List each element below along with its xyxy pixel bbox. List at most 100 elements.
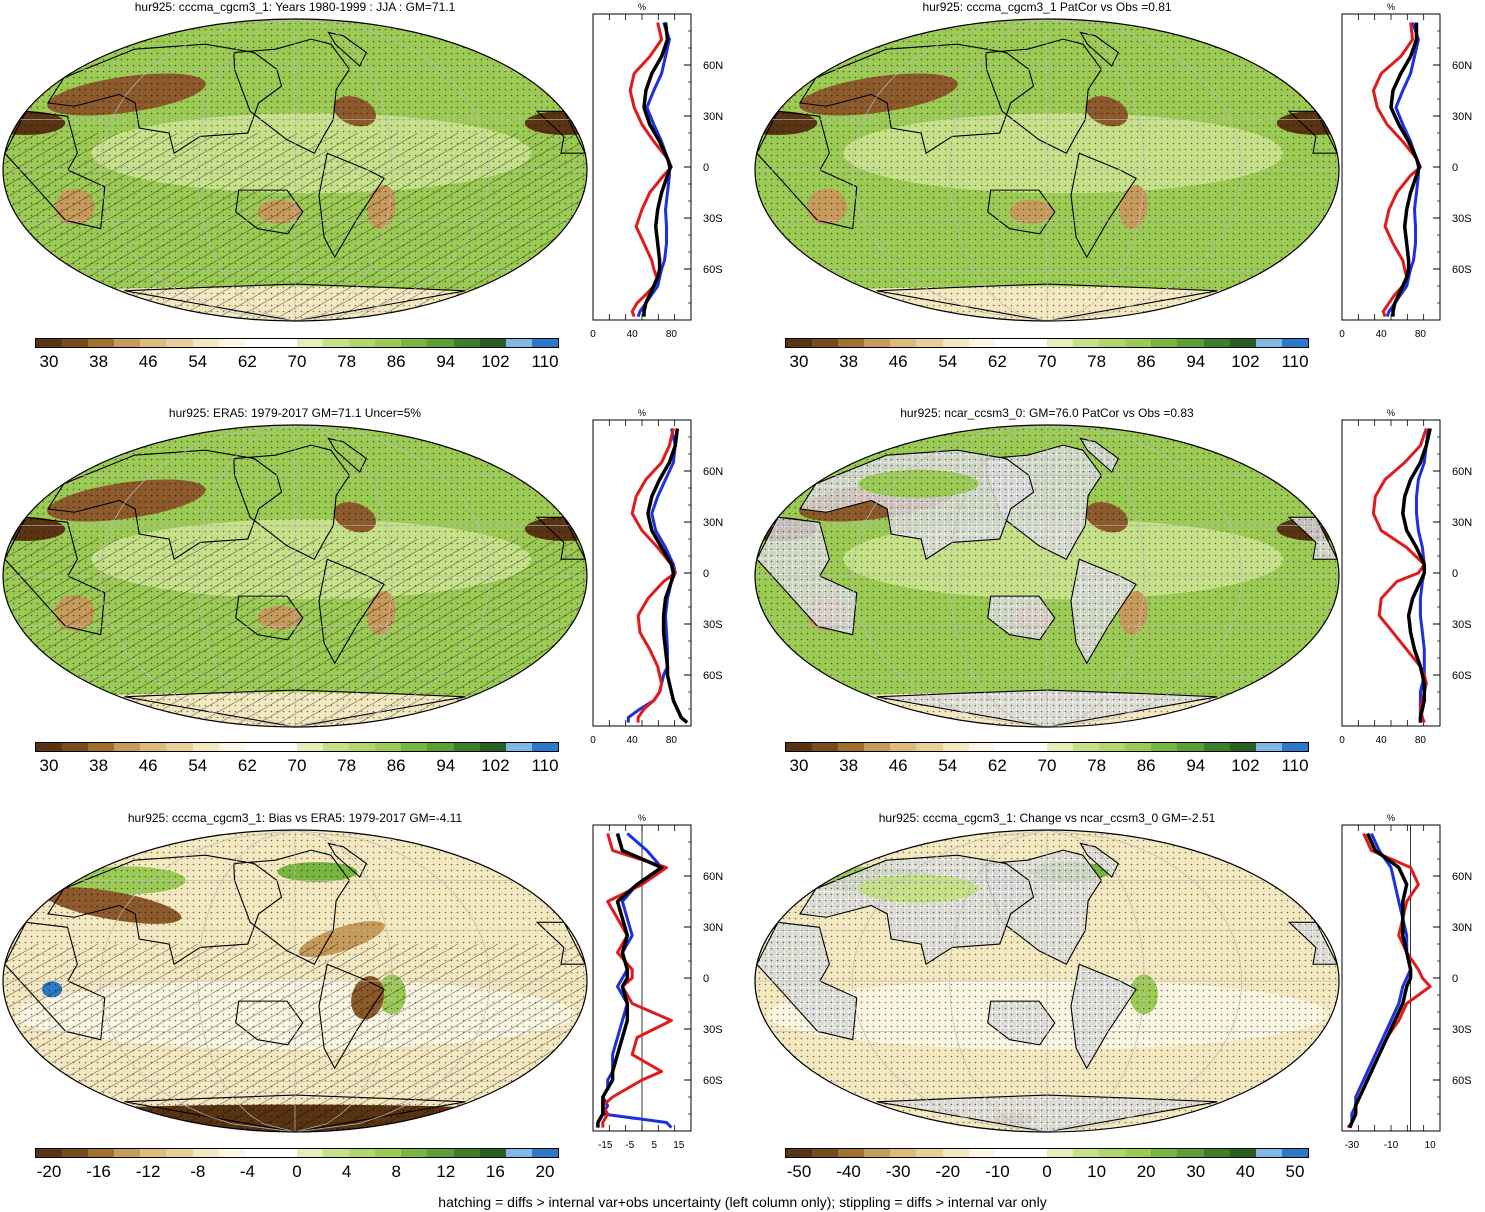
profile-latitude-tick-label: 60S — [1452, 670, 1472, 682]
colorbar-swatch — [401, 1149, 428, 1157]
profile-x-tick-label: 80 — [666, 735, 678, 746]
colorbar-swatch — [1281, 743, 1308, 751]
colorbar-swatch — [218, 339, 245, 347]
colorbar — [35, 338, 559, 348]
colorbar-tick-label: 62 — [987, 352, 1007, 371]
colorbar-swatch — [244, 743, 271, 751]
colorbar-swatch — [166, 743, 193, 751]
profile-x-tick-label: 40 — [627, 735, 639, 746]
colorbar-swatch — [1255, 1149, 1282, 1157]
colorbar-swatch — [1151, 743, 1178, 751]
colorbar-swatch — [864, 1149, 891, 1157]
profile-latitude-tick-label: 0 — [1452, 973, 1458, 985]
profile-unit-label: % — [1387, 2, 1395, 12]
colorbar-swatch — [218, 1149, 245, 1157]
colorbar-swatch — [1020, 339, 1047, 347]
profile-latitude-tick-label: 60N — [1452, 60, 1472, 72]
colorbar-swatch — [1046, 743, 1074, 751]
colorbar-swatch — [994, 743, 1021, 751]
colorbar-tick-label: 40 — [1235, 1162, 1255, 1181]
colorbar-swatch — [968, 1149, 995, 1157]
colorbar-tick-label: -8 — [190, 1162, 206, 1181]
zonal-mean-profile: % 60N 30N 0 30S 60S 0 40 80 — [590, 2, 723, 340]
colorbar-swatch — [88, 1149, 115, 1157]
colorbar-tick-label: 30 — [789, 352, 809, 371]
colorbar-swatch — [140, 1149, 167, 1157]
colorbar — [785, 742, 1309, 752]
colorbar-tick-label: 46 — [888, 756, 908, 775]
colorbar-swatch — [786, 743, 813, 751]
graticule-meridian — [197, 19, 296, 321]
profile-x-tick-label: 40 — [1376, 735, 1388, 746]
colorbar-swatch — [479, 743, 506, 751]
profile-latitude-tick-label: 30S — [703, 213, 723, 225]
colorbar-tick-label: 70 — [287, 756, 307, 775]
map-border — [754, 829, 1340, 1133]
profile-unit-label: % — [638, 813, 646, 823]
profile-latitude-tick-label: 60S — [1452, 1075, 1472, 1087]
profile-x-tick-label: 0 — [590, 735, 596, 746]
graticule-meridian — [949, 19, 1048, 321]
profile-x-tick-label: 80 — [1415, 735, 1427, 746]
colorbar-swatch — [192, 339, 219, 347]
colorbar-swatch — [786, 339, 813, 347]
colorbar-tick-label: -30 — [885, 1162, 911, 1181]
profile-latitude-tick-label: 60S — [703, 264, 723, 276]
colorbar-swatch — [36, 743, 63, 751]
graticule-meridian — [294, 425, 491, 727]
colorbar-swatch — [1073, 743, 1100, 751]
profile-unit-label: % — [638, 408, 646, 418]
colorbar-tick-label: 102 — [1231, 756, 1260, 775]
colorbar-swatch — [942, 743, 969, 751]
colorbar-tick-label: 86 — [1136, 352, 1156, 371]
colorbar-swatch — [140, 339, 167, 347]
colorbar-tick-label: 78 — [1087, 352, 1107, 371]
colorbar-tick-label: 94 — [1186, 756, 1206, 775]
colorbar-swatch — [505, 1149, 532, 1157]
colorbar-tick-label: -10 — [985, 1162, 1010, 1181]
colorbar-tick-label: -16 — [86, 1162, 111, 1181]
colorbar-swatch — [296, 1149, 324, 1157]
profile-latitude-tick-label: 0 — [703, 162, 709, 174]
colorbar-tick-label: -40 — [836, 1162, 861, 1181]
profile-line-black — [596, 833, 664, 1128]
profile-latitude-tick-label: 60N — [1452, 871, 1472, 883]
colorbar-tick-label: 54 — [188, 756, 208, 775]
profile-x-tick-label: 80 — [666, 329, 678, 340]
colorbar-tick-label: 30 — [789, 756, 809, 775]
colorbar-swatch — [916, 1149, 943, 1157]
profile-x-tick-label: -5 — [625, 1140, 634, 1151]
colorbar-swatch — [62, 1149, 89, 1157]
colorbar-swatch — [942, 339, 969, 347]
colorbar-swatch — [62, 339, 89, 347]
graticule-meridian — [99, 425, 296, 727]
profile-latitude-tick-label: 60S — [703, 670, 723, 682]
graticule-meridian — [851, 425, 1048, 727]
colorbar-swatch — [427, 339, 454, 347]
colorbar-swatch — [838, 339, 865, 347]
profile-x-tick-label: 0 — [1339, 329, 1345, 340]
map-border — [2, 18, 588, 322]
zonal-mean-profile: % 60N 30N 0 30S 60S 0 40 80 — [1339, 408, 1472, 746]
colorbar-swatch — [531, 1149, 558, 1157]
footer-note: hatching = diffs > internal var+obs unce… — [438, 1194, 1047, 1210]
colorbar-swatch — [1203, 339, 1230, 347]
zonal-mean-profile: % 60N 30N 0 30S 60S 0 40 80 — [590, 408, 723, 746]
profile-latitude-tick-label: 0 — [703, 568, 709, 580]
profile-latitude-tick-label: 30N — [703, 111, 723, 123]
profile-latitude-tick-label: 60N — [703, 60, 723, 72]
colorbar-tick-label: 78 — [337, 352, 357, 371]
graticule-meridian — [294, 830, 393, 1132]
zonal-mean-profile: % 60N 30N 0 30S 60S -30 -10 10 — [1341, 813, 1472, 1151]
colorbar — [785, 1148, 1309, 1158]
world-map — [754, 18, 1340, 322]
colorbar-swatch — [114, 339, 141, 347]
colorbar-tick-label: 70 — [1037, 756, 1057, 775]
colorbar-swatch — [786, 1149, 813, 1157]
colorbar-swatch — [166, 339, 193, 347]
graticule-meridian — [197, 425, 296, 727]
colorbar-swatch — [916, 339, 943, 347]
colorbar-swatch — [36, 339, 63, 347]
profile-line-black — [1401, 428, 1432, 723]
colorbar-swatch — [1203, 743, 1230, 751]
